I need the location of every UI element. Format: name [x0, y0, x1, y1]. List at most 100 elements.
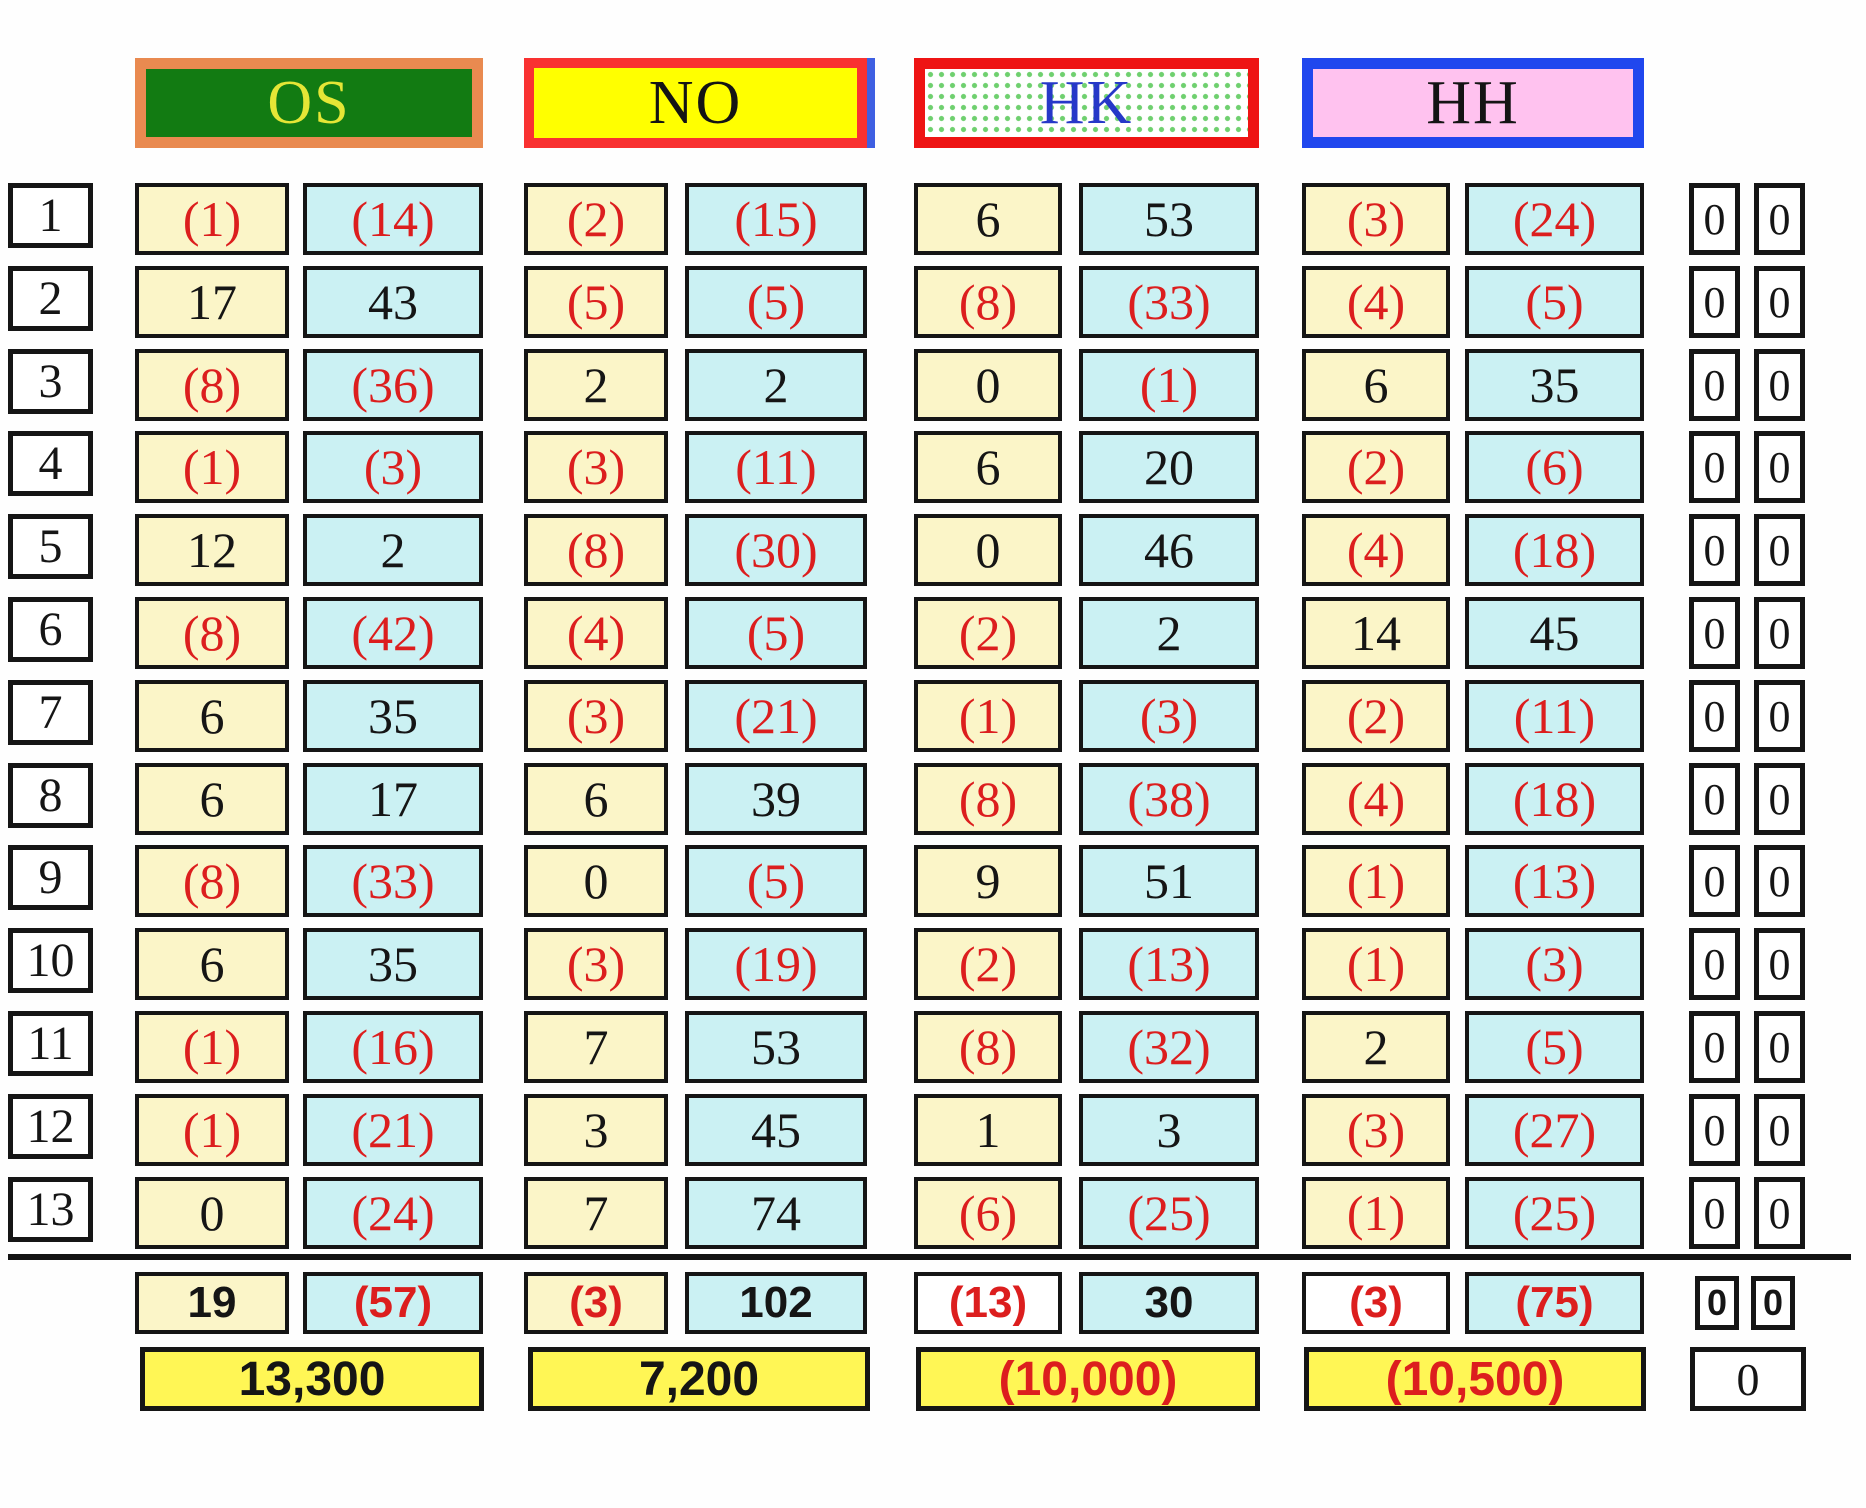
- score-cell: (8): [135, 845, 289, 917]
- zero-cell: 0: [1689, 1011, 1740, 1083]
- subtotal-cell: (3): [1302, 1272, 1450, 1334]
- zero-cell: 0: [1689, 597, 1740, 669]
- score-cell: (38): [1079, 763, 1259, 835]
- score-cell: (1): [1302, 845, 1450, 917]
- score-cell: (18): [1465, 763, 1644, 835]
- score-cell: (6): [1465, 431, 1644, 503]
- score-cell: (4): [1302, 266, 1450, 338]
- score-cell: (8): [135, 349, 289, 421]
- zero-cell: 0: [1754, 431, 1805, 503]
- score-cell: (25): [1465, 1177, 1644, 1249]
- score-cell: 12: [135, 514, 289, 586]
- subtotal-cell: (57): [303, 1272, 483, 1334]
- table-row: 13 0 (24) 7 74 (6) (25) (1) (25) 0 0: [0, 1177, 1866, 1250]
- score-cell: (42): [303, 597, 483, 669]
- score-cell: (19): [685, 928, 867, 1000]
- score-cell: (1): [1302, 928, 1450, 1000]
- score-cell: (21): [685, 680, 867, 752]
- score-cell: 2: [1079, 597, 1259, 669]
- row-number: 1: [8, 183, 93, 248]
- score-cell: (4): [1302, 514, 1450, 586]
- zero-cell: 0: [1689, 1094, 1740, 1166]
- header-hh: HH: [1302, 58, 1644, 148]
- score-cell: 9: [914, 845, 1062, 917]
- table-row: 1 (1) (14) (2) (15) 6 53 (3) (24) 0 0: [0, 183, 1866, 256]
- zero-cell: 0: [1754, 597, 1805, 669]
- score-cell: 3: [524, 1094, 668, 1166]
- table-row: 12 (1) (21) 3 45 1 3 (3) (27) 0 0: [0, 1094, 1866, 1167]
- zero-cell: 0: [1689, 514, 1740, 586]
- row-number: 10: [8, 928, 93, 993]
- score-cell: 17: [303, 763, 483, 835]
- zero-cell: 0: [1689, 1177, 1740, 1249]
- table-row: 3 (8) (36) 2 2 0 (1) 6 35 0 0: [0, 349, 1866, 422]
- score-cell: 2: [303, 514, 483, 586]
- score-cell: (11): [685, 431, 867, 503]
- subtotal-cell: 19: [135, 1272, 289, 1334]
- score-cell: 1: [914, 1094, 1062, 1166]
- zero-cell: 0: [1754, 1011, 1805, 1083]
- score-cell: (5): [685, 845, 867, 917]
- score-cell: (1): [1302, 1177, 1450, 1249]
- score-cell: 14: [1302, 597, 1450, 669]
- score-cell: (13): [1465, 845, 1644, 917]
- score-cell: (3): [1079, 680, 1259, 752]
- score-cell: (33): [303, 845, 483, 917]
- score-cell: 7: [524, 1011, 668, 1083]
- zero-cell: 0: [1754, 845, 1805, 917]
- score-cell: (32): [1079, 1011, 1259, 1083]
- score-cell: (5): [685, 597, 867, 669]
- totals-separator: [8, 1254, 1851, 1260]
- row-number: 12: [8, 1094, 93, 1159]
- score-cell: (24): [1465, 183, 1644, 255]
- score-cell: (3): [1465, 928, 1644, 1000]
- score-cell: 0: [914, 349, 1062, 421]
- score-cell: (5): [685, 266, 867, 338]
- zero-cell: 0: [1689, 266, 1740, 338]
- score-cell: (16): [303, 1011, 483, 1083]
- table-row: 6 (8) (42) (4) (5) (2) 2 14 45 0 0: [0, 597, 1866, 670]
- score-cell: (3): [524, 680, 668, 752]
- zero-cell: 0: [1689, 680, 1740, 752]
- zero-cell: 0: [1689, 431, 1740, 503]
- zero-cell: 0: [1754, 349, 1805, 421]
- zero-cell: 0: [1689, 349, 1740, 421]
- subtotal-cell: 102: [685, 1272, 867, 1334]
- subtotal-row: 19 (57) (3) 102 (13) 30 (3) (75) 0 0: [0, 1272, 1866, 1336]
- table-row: 2 17 43 (5) (5) (8) (33) (4) (5) 0 0: [0, 266, 1866, 339]
- score-cell: 2: [685, 349, 867, 421]
- score-cell: 0: [524, 845, 668, 917]
- score-cell: 45: [1465, 597, 1644, 669]
- score-cell: (5): [524, 266, 668, 338]
- row-number: 7: [8, 680, 93, 745]
- score-cell: (21): [303, 1094, 483, 1166]
- table-row: 4 (1) (3) (3) (11) 6 20 (2) (6) 0 0: [0, 431, 1866, 504]
- score-cell: (2): [1302, 431, 1450, 503]
- score-cell: (8): [524, 514, 668, 586]
- score-cell: 20: [1079, 431, 1259, 503]
- score-cell: 6: [1302, 349, 1450, 421]
- score-cell: (11): [1465, 680, 1644, 752]
- row-number: 9: [8, 845, 93, 910]
- score-cell: (2): [914, 597, 1062, 669]
- score-cell: 46: [1079, 514, 1259, 586]
- header-no: NO: [524, 58, 867, 148]
- score-cell: 43: [303, 266, 483, 338]
- score-cell: (3): [1302, 183, 1450, 255]
- score-cell: 0: [914, 514, 1062, 586]
- score-cell: (2): [524, 183, 668, 255]
- score-cell: 0: [135, 1177, 289, 1249]
- score-cell: 51: [1079, 845, 1259, 917]
- score-cell: (27): [1465, 1094, 1644, 1166]
- score-cell: (1): [914, 680, 1062, 752]
- grand-total-row: 13,300 7,200 (10,000) (10,500) 0: [0, 1347, 1866, 1413]
- score-cell: (36): [303, 349, 483, 421]
- score-cell: (3): [303, 431, 483, 503]
- row-number: 6: [8, 597, 93, 662]
- table-row: 9 (8) (33) 0 (5) 9 51 (1) (13) 0 0: [0, 845, 1866, 918]
- score-cell: (2): [914, 928, 1062, 1000]
- score-cell: (25): [1079, 1177, 1259, 1249]
- zero-cell: 0: [1754, 266, 1805, 338]
- zero-cell: 0: [1754, 1177, 1805, 1249]
- score-cell: (5): [1465, 1011, 1644, 1083]
